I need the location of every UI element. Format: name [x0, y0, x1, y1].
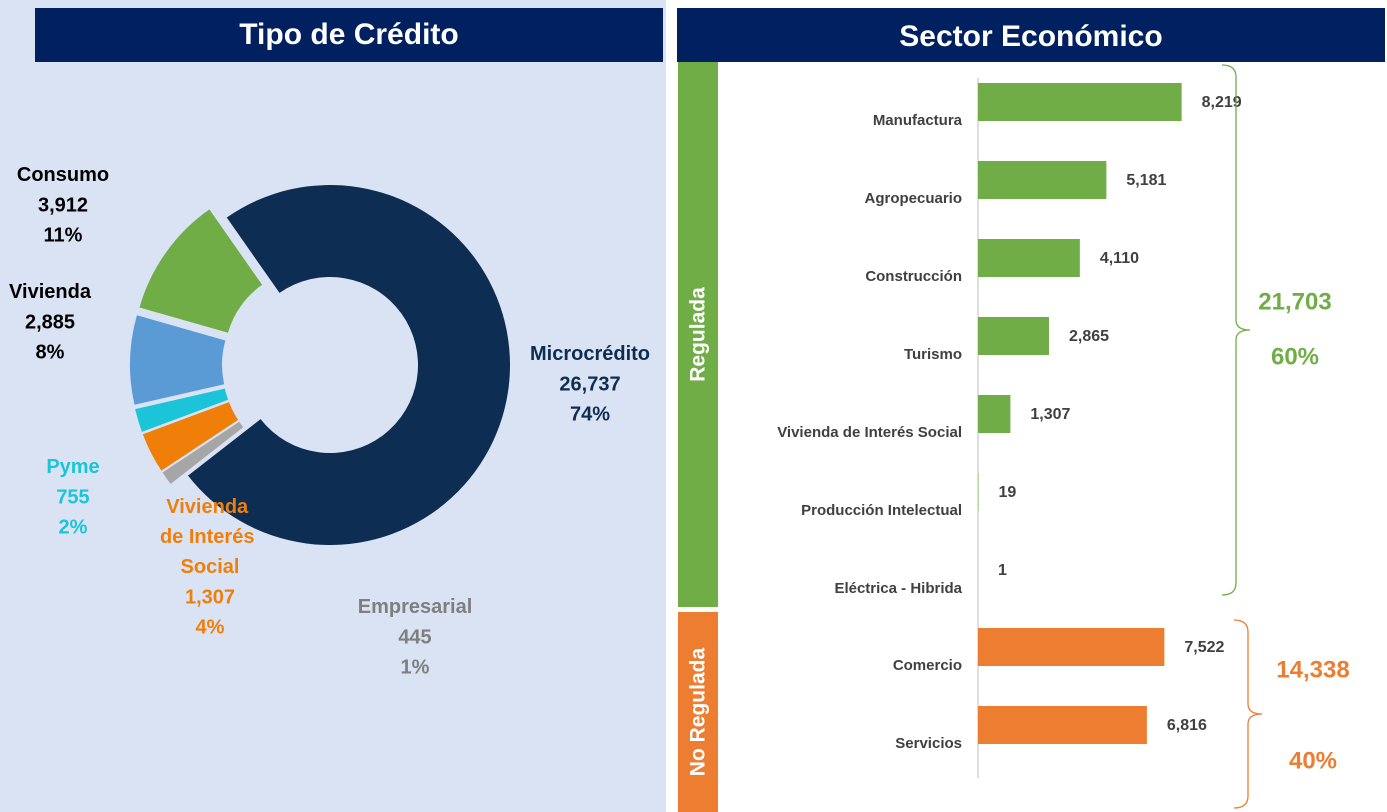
slice-label: Vivienda de Interés Social	[160, 496, 260, 578]
slice-percent: 2%	[59, 516, 88, 538]
value-label: 7,522	[1184, 639, 1224, 656]
value-label: 6,816	[1167, 717, 1207, 734]
slice-percent: 4%	[196, 616, 225, 638]
group-label: Regulada	[687, 287, 710, 382]
bar	[978, 161, 1107, 199]
slice-value: 755	[56, 486, 89, 508]
pie-slice	[135, 388, 229, 432]
slice-label: Consumo	[17, 164, 109, 186]
value-label: 19	[998, 484, 1016, 501]
bar	[978, 239, 1080, 277]
title-bar	[35, 8, 663, 62]
pie-slice	[162, 421, 244, 484]
category-label: Turismo	[904, 346, 962, 363]
category-label: Eléctrica - Hibrida	[834, 580, 962, 597]
slice-label: Microcrédito	[530, 343, 650, 365]
value-label: 4,110	[1100, 250, 1139, 267]
bar	[978, 706, 1147, 744]
value-label: 1	[998, 562, 1007, 579]
category-label: Agropecuario	[864, 190, 962, 207]
bar	[978, 83, 1182, 121]
category-label: Producción Intelectual	[801, 502, 962, 519]
slice-value: 3,912	[38, 194, 88, 216]
title-bar	[677, 8, 1385, 62]
pie-slice	[188, 185, 510, 546]
chart-title: Tipo de Crédito	[239, 18, 458, 51]
group-band	[678, 62, 718, 607]
pie-slice	[130, 315, 226, 405]
slice-percent: 8%	[36, 341, 65, 363]
pie-slice	[139, 209, 263, 333]
value-label: 8,219	[1202, 94, 1242, 111]
slice-value: 26,737	[559, 373, 620, 395]
category-label: Manufactura	[873, 112, 963, 129]
left-panel	[0, 0, 666, 812]
bar	[978, 395, 1011, 433]
slice-label: Empresarial	[358, 596, 473, 618]
bar	[978, 317, 1049, 355]
group-total: 21,703	[1258, 288, 1331, 315]
brace	[1221, 64, 1251, 596]
group-share: 60%	[1271, 343, 1319, 370]
value-label: 1,307	[1030, 406, 1070, 423]
brace	[1233, 619, 1263, 809]
chart-title: Sector Económico	[899, 20, 1162, 53]
pie-slice	[142, 402, 239, 471]
slice-percent: 1%	[401, 656, 430, 678]
slice-percent: 11%	[44, 224, 83, 246]
slice-label: Pyme	[46, 456, 99, 478]
value-label: 2,865	[1069, 328, 1109, 345]
bar	[978, 628, 1165, 666]
group-share: 40%	[1289, 747, 1337, 774]
group-label: No Regulada	[687, 648, 710, 777]
category-label: Vivienda de Interés Social	[777, 424, 962, 441]
slice-percent: 74%	[570, 403, 610, 425]
category-label: Construcción	[865, 268, 962, 285]
group-total: 14,338	[1276, 656, 1349, 683]
slice-value: 1,307	[185, 586, 235, 608]
slice-value: 445	[398, 626, 431, 648]
slice-label: Vivienda	[9, 281, 92, 303]
group-band	[678, 612, 718, 812]
slice-value: 2,885	[25, 311, 75, 333]
category-label: Comercio	[893, 657, 962, 674]
value-label: 5,181	[1126, 172, 1166, 189]
category-label: Servicios	[895, 735, 962, 752]
